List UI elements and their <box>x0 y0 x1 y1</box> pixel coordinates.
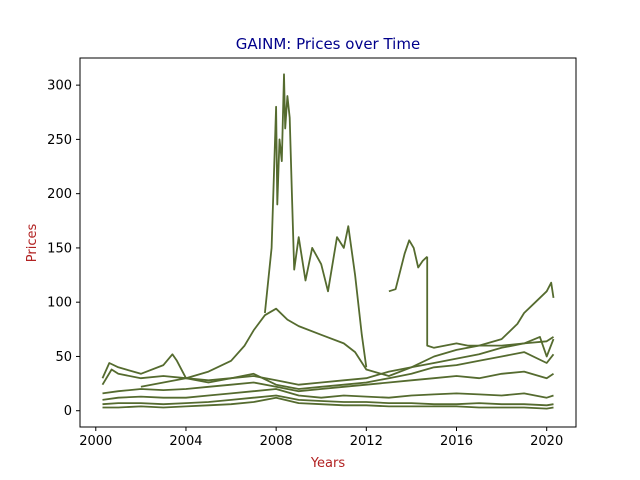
x-tick-label: 2008 <box>260 434 293 449</box>
x-tick-label: 2016 <box>440 434 473 449</box>
series-layer <box>101 73 555 410</box>
series-line-5 <box>101 351 555 390</box>
y-tick-label: 250 <box>47 133 72 148</box>
y-tick-label: 150 <box>47 241 72 256</box>
series-line-10 <box>426 256 554 349</box>
y-axis-ticks: 0 50 100 150 200 250 300 <box>47 79 80 419</box>
x-tick-label: 2004 <box>169 434 202 449</box>
series-line-7 <box>140 281 555 388</box>
plot-background <box>80 58 576 427</box>
series-line-4 <box>102 370 554 395</box>
plot-frame <box>79 57 577 428</box>
y-tick-label: 300 <box>47 79 72 94</box>
x-tick-label: 2012 <box>350 434 383 449</box>
series-line-9 <box>388 239 428 293</box>
y-tick-label: 50 <box>55 350 72 365</box>
series-line-2 <box>102 394 554 407</box>
series-line-1 <box>102 396 554 410</box>
x-axis-ticks: 2000 2004 2008 2012 2016 2020 <box>79 427 563 449</box>
x-tick-label: 2020 <box>530 434 563 449</box>
x-axis-label: Years <box>310 456 346 471</box>
series-line-3 <box>102 388 554 401</box>
y-tick-label: 0 <box>64 404 72 419</box>
series-line-6 <box>101 335 555 386</box>
chart-title: GAINM: Prices over Time <box>236 35 420 53</box>
y-axis-label: Prices <box>25 224 40 263</box>
series-line-8 <box>264 73 368 368</box>
x-tick-label: 2000 <box>79 434 112 449</box>
y-tick-label: 100 <box>47 296 72 311</box>
y-tick-label: 200 <box>47 187 72 202</box>
